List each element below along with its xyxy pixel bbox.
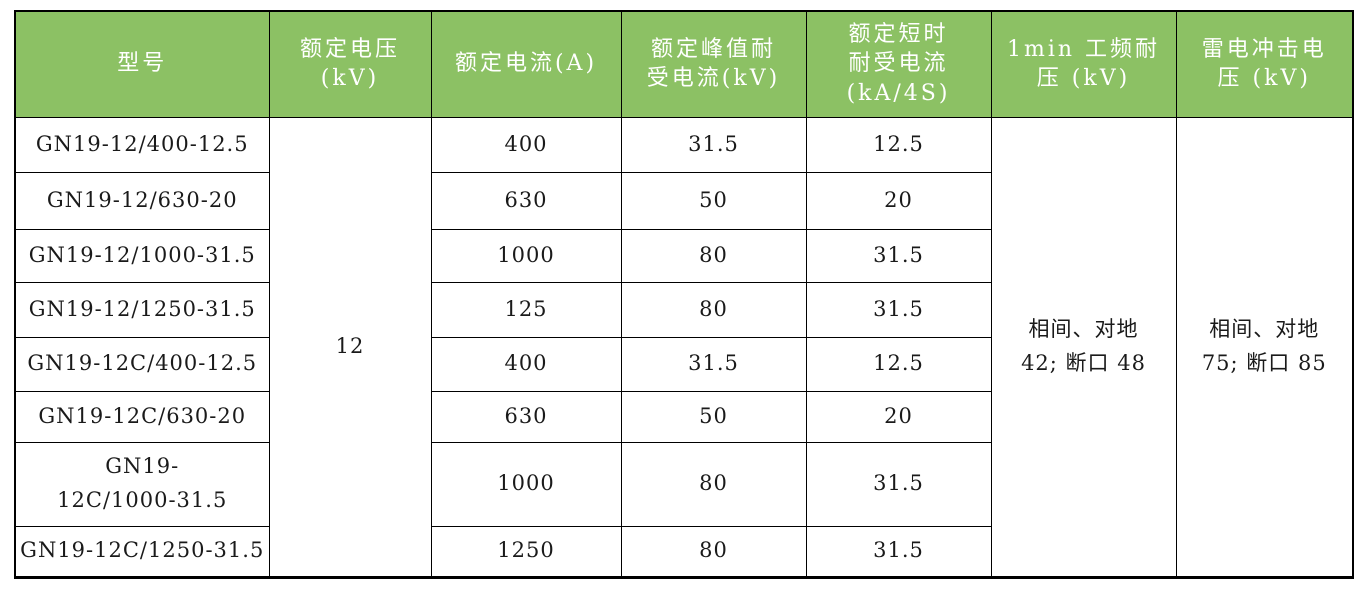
column-header-lightning-impulse: 雷电冲击电 压 (kV) [1175, 10, 1354, 118]
peak-cell: 50 [620, 171, 807, 230]
table-row: GN19-12C/630-20 630 50 20 [14, 390, 1353, 443]
table-row: GN19- 12C/1000-31.5 1000 80 31.5 [14, 441, 1353, 527]
table-row: GN19-12/400-12.5 12 400 31.5 12.5 相间、对地 … [14, 116, 1354, 578]
current-cell: 1000 [430, 228, 622, 283]
spec-table: 型号 额定电压 (kV) 额定电流(A) 额定峰值耐 受电流(kV) 额定短时 … [14, 10, 1354, 579]
column-header-model: 型号 [14, 10, 270, 118]
peak-cell: 50 [620, 390, 807, 443]
model-cell: GN19-12/630-20 [14, 171, 270, 230]
column-header-rated-voltage: 额定电压 (kV) [268, 10, 432, 118]
current-cell: 400 [430, 336, 622, 392]
current-cell: 1250 [430, 525, 622, 578]
short-time-cell: 20 [805, 390, 992, 443]
short-time-cell: 12.5 [805, 116, 992, 173]
model-cell: GN19-12C/400-12.5 [14, 336, 270, 392]
short-time-cell: 20 [805, 171, 992, 230]
short-time-cell: 31.5 [805, 441, 992, 527]
power-frequency-merged-cell: 相间、对地 42; 断口 48 [990, 116, 1177, 578]
table-row: GN19-12/1250-31.5 125 80 31.5 [14, 281, 1353, 338]
peak-cell: 31.5 [620, 116, 807, 173]
peak-cell: 80 [620, 525, 807, 578]
header-row: 型号 额定电压 (kV) 额定电流(A) 额定峰值耐 受电流(kV) 额定短时 … [14, 10, 1354, 118]
table-row: GN19-12C/400-12.5 400 31.5 12.5 [14, 336, 1353, 392]
model-cell: GN19-12/1000-31.5 [14, 228, 270, 283]
column-header-rated-current: 额定电流(A) [430, 10, 622, 118]
peak-cell: 80 [620, 281, 807, 338]
model-cell: GN19- 12C/1000-31.5 [14, 441, 270, 527]
column-header-power-frequency-withstand: 1min 工频耐 压 (kV) [990, 10, 1177, 118]
model-cell: GN19-12/1250-31.5 [14, 281, 270, 338]
model-cell: GN19-12C/1250-31.5 [14, 525, 270, 578]
short-time-cell: 31.5 [805, 525, 992, 578]
current-cell: 1000 [430, 441, 622, 527]
current-cell: 400 [430, 116, 622, 173]
short-time-cell: 31.5 [805, 228, 992, 283]
table-row: GN19-12C/1250-31.5 1250 80 31.5 [14, 525, 1353, 578]
model-cell: GN19-12/400-12.5 [14, 116, 270, 173]
column-header-short-time-withstand-current: 额定短时 耐受电流 (kA/4S) [805, 10, 992, 118]
peak-cell: 31.5 [620, 336, 807, 392]
peak-cell: 80 [620, 441, 807, 527]
short-time-cell: 31.5 [805, 281, 992, 338]
rated-voltage-merged-cell: 12 [268, 116, 432, 578]
current-cell: 630 [430, 171, 622, 230]
model-cell: GN19-12C/630-20 [14, 390, 270, 443]
lightning-impulse-merged-cell: 相间、对地 75; 断口 85 [1175, 116, 1354, 578]
short-time-cell: 12.5 [805, 336, 992, 392]
current-cell: 125 [430, 281, 622, 338]
peak-cell: 80 [620, 228, 807, 283]
current-cell: 630 [430, 390, 622, 443]
column-header-peak-withstand-current: 额定峰值耐 受电流(kV) [620, 10, 807, 118]
